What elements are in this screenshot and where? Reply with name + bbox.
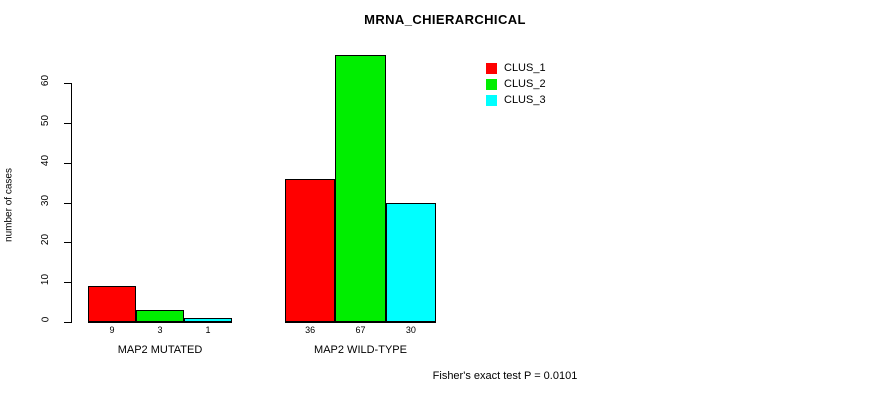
y-axis-tick-label-text: 10	[40, 274, 52, 286]
y-axis-tick-label: 50	[33, 115, 59, 126]
legend-color-swatch	[486, 94, 497, 106]
y-axis-line	[71, 83, 72, 323]
y-axis-tick-label: 30	[33, 194, 59, 206]
y-axis-tick	[64, 122, 71, 124]
y-axis-tick-label-text: 0	[40, 316, 52, 323]
y-axis-tick-label: 10	[33, 274, 59, 285]
y-axis-tick-label-text: 20	[40, 234, 52, 246]
legend-item-label: CLUS_3	[504, 93, 546, 106]
chart-title: MRNA_CHIERARCHICAL	[364, 12, 526, 27]
y-axis-tick	[64, 202, 71, 204]
bar-clus_3-map2-mutated[interactable]	[184, 318, 232, 322]
legend-color-swatch	[486, 78, 497, 90]
y-axis-tick	[64, 242, 71, 244]
y-axis-tick	[64, 322, 71, 323]
y-axis-tick-label-text: 40	[40, 154, 52, 166]
y-axis-tick-label: 60	[33, 75, 59, 86]
bar-clus_2-map2-mutated[interactable]	[136, 310, 184, 322]
y-axis-tick	[64, 83, 71, 84]
y-axis-tick	[64, 162, 71, 164]
y-axis-tick-label-text: 30	[40, 194, 52, 206]
bar-clus_1-map2-wild-type[interactable]	[285, 178, 336, 322]
group-label: MAP2 WILD-TYPE	[314, 344, 407, 356]
legend-item[interactable]: CLUS_2	[486, 76, 546, 92]
y-axis-title-text: number of cases	[3, 168, 15, 242]
legend-item-label: CLUS_1	[504, 61, 546, 74]
legend-item-label: CLUS_2	[504, 77, 546, 90]
y-axis-title: number of cases	[0, 0, 18, 400]
bar-value-label: 67	[355, 325, 366, 335]
bar-clus_3-map2-wild-type[interactable]	[385, 202, 436, 322]
footer-annotation: Fisher's exact test P = 0.0101	[432, 370, 578, 382]
y-axis-tick-label: 0	[33, 314, 59, 325]
legend-item[interactable]: CLUS_3	[486, 92, 546, 108]
bar-clus_2-map2-wild-type[interactable]	[335, 55, 386, 322]
bar-value-label: 3	[157, 325, 163, 335]
legend-color-swatch	[486, 62, 497, 74]
y-axis-tick-label-text: 60	[40, 74, 52, 87]
group-label: MAP2 MUTATED	[117, 344, 203, 356]
y-axis-tick-label: 40	[33, 155, 59, 166]
bar-value-label: 30	[405, 325, 416, 335]
bar-value-label: 1	[205, 325, 211, 335]
legend: CLUS_1 CLUS_2 CLUS_3	[486, 60, 546, 108]
y-axis-tick-label-text: 50	[40, 114, 52, 126]
bar-value-label: 36	[305, 325, 316, 335]
group-baseline	[285, 322, 436, 323]
y-axis-tick	[64, 282, 71, 284]
y-axis-tick-label: 20	[33, 234, 59, 245]
group-baseline	[88, 322, 232, 323]
bar-clus_1-map2-mutated[interactable]	[88, 286, 136, 322]
legend-item[interactable]: CLUS_1	[486, 60, 546, 76]
bar-value-label: 9	[109, 325, 115, 335]
